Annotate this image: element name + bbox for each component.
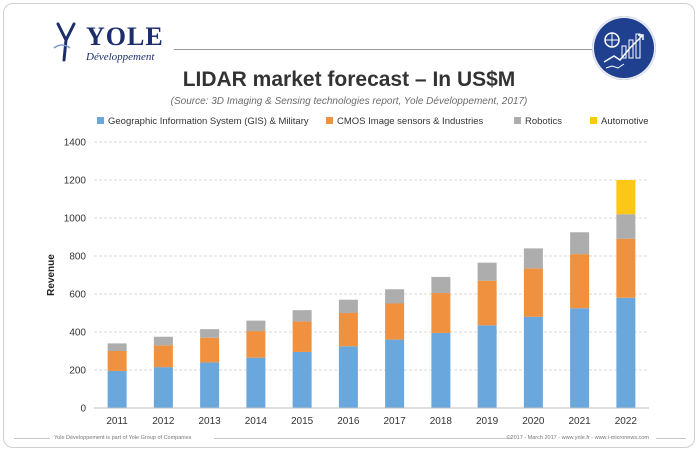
bar-segment <box>477 262 497 281</box>
bar-segment <box>385 339 405 408</box>
legend-label-gis: Geographic Information System (GIS) & Mi… <box>108 116 309 127</box>
bar-segment <box>200 362 220 408</box>
bar-segment <box>107 343 127 351</box>
x-tick-label: 2015 <box>291 416 314 427</box>
bar-segment <box>292 351 312 408</box>
legend-item-automotive: Automotive <box>590 116 649 127</box>
y-tick-label: 200 <box>69 366 86 377</box>
x-tick-label: 2011 <box>106 416 128 427</box>
chart-report-badge-icon <box>592 16 656 80</box>
legend-swatch-robotics <box>514 117 521 124</box>
footer-right-text: ©2017 - March 2017 - www.yole.fr - www.i… <box>506 435 649 441</box>
bar-segment <box>570 232 590 255</box>
bar-segment <box>107 351 127 371</box>
bar-segment <box>107 370 127 408</box>
revenue-chart: 0 200 400 600 800 1000 1200 1400 Revenue 2011 2012… <box>46 138 649 427</box>
bar-segment <box>570 254 590 309</box>
legend-label-cmos: CMOS Image sensors & Industries <box>337 116 484 127</box>
yole-logo-mark <box>53 22 76 62</box>
x-tick-label: 2019 <box>476 416 499 427</box>
bar-segment <box>477 325 497 408</box>
y-tick-label: 800 <box>69 252 86 263</box>
bar-segment <box>385 303 405 340</box>
bar-segment <box>200 329 220 338</box>
bar-segment <box>200 337 220 363</box>
y-tick-label: 0 <box>80 404 86 415</box>
bar-segment <box>523 316 543 408</box>
legend-swatch-cmos <box>326 117 333 124</box>
brand-subtitle: Développement <box>86 51 155 63</box>
legend-item-gis: Geographic Information System (GIS) & Mi… <box>97 116 309 127</box>
x-tick-label: 2018 <box>430 416 453 427</box>
bar-segment <box>246 331 266 358</box>
bar-segment <box>523 268 543 317</box>
x-tick-label: 2022 <box>615 416 638 427</box>
legend-label-automotive: Automotive <box>601 116 649 127</box>
page-title: LIDAR market forecast – In US$M <box>182 68 516 91</box>
y-tick-label: 600 <box>69 290 86 301</box>
legend-swatch-automotive <box>590 117 597 124</box>
slide: YOLE Développement LIDAR market forecast… <box>3 3 695 448</box>
bar-segment <box>385 289 405 304</box>
bar-segment <box>616 238 636 298</box>
bar-segment <box>477 280 497 326</box>
bar-segment <box>338 313 358 347</box>
y-tick-label: 1400 <box>64 138 87 149</box>
legend-item-cmos: CMOS Image sensors & Industries <box>326 116 483 127</box>
bar-segment <box>338 346 358 408</box>
bar-segment <box>431 293 451 333</box>
bar-segment <box>431 276 451 294</box>
x-tick-label: 2013 <box>199 416 222 427</box>
x-tick-label: 2014 <box>245 416 268 427</box>
bar-segment <box>570 308 590 408</box>
bar-segment <box>616 297 636 408</box>
brand-name: YOLE <box>86 22 164 51</box>
bar-segment <box>338 299 358 313</box>
bar-segment <box>292 310 312 322</box>
x-tick-label: 2017 <box>384 416 407 427</box>
y-tick-label: 1000 <box>64 214 87 225</box>
legend-swatch-gis <box>97 117 104 124</box>
x-tick-label: 2012 <box>152 416 175 427</box>
footer-line-left <box>14 438 50 439</box>
x-tick-label: 2016 <box>337 416 360 427</box>
y-axis-label: Revenue <box>46 254 57 296</box>
bar-segment <box>246 320 266 332</box>
bar-segment <box>431 332 451 408</box>
bar-segment <box>153 336 173 346</box>
header-divider <box>174 49 592 50</box>
footer-line-right <box>656 438 686 439</box>
footer-line-middle <box>214 438 512 439</box>
footer-left-text: Yole Développement is part of Yole Group… <box>54 435 192 441</box>
yole-logo: YOLE Développement <box>52 18 182 68</box>
bar-segment <box>246 357 266 408</box>
bar-segment <box>616 214 636 239</box>
x-tick-label: 2020 <box>522 416 545 427</box>
x-tick-label: 2021 <box>569 416 592 427</box>
bar-segment <box>616 180 636 215</box>
source-note: (Source: 3D Imaging & Sensing technologi… <box>170 96 528 107</box>
bar-segment <box>523 248 543 269</box>
chart-legend: Geographic Information System (GIS) & Mi… <box>4 116 694 130</box>
y-tick-label: 400 <box>69 328 86 339</box>
legend-item-robotics: Robotics <box>514 116 562 127</box>
bar-segment <box>153 367 173 408</box>
bar-segment <box>153 345 173 368</box>
bar-segment <box>292 321 312 352</box>
y-tick-label: 1200 <box>64 176 87 187</box>
legend-label-robotics: Robotics <box>525 116 562 127</box>
